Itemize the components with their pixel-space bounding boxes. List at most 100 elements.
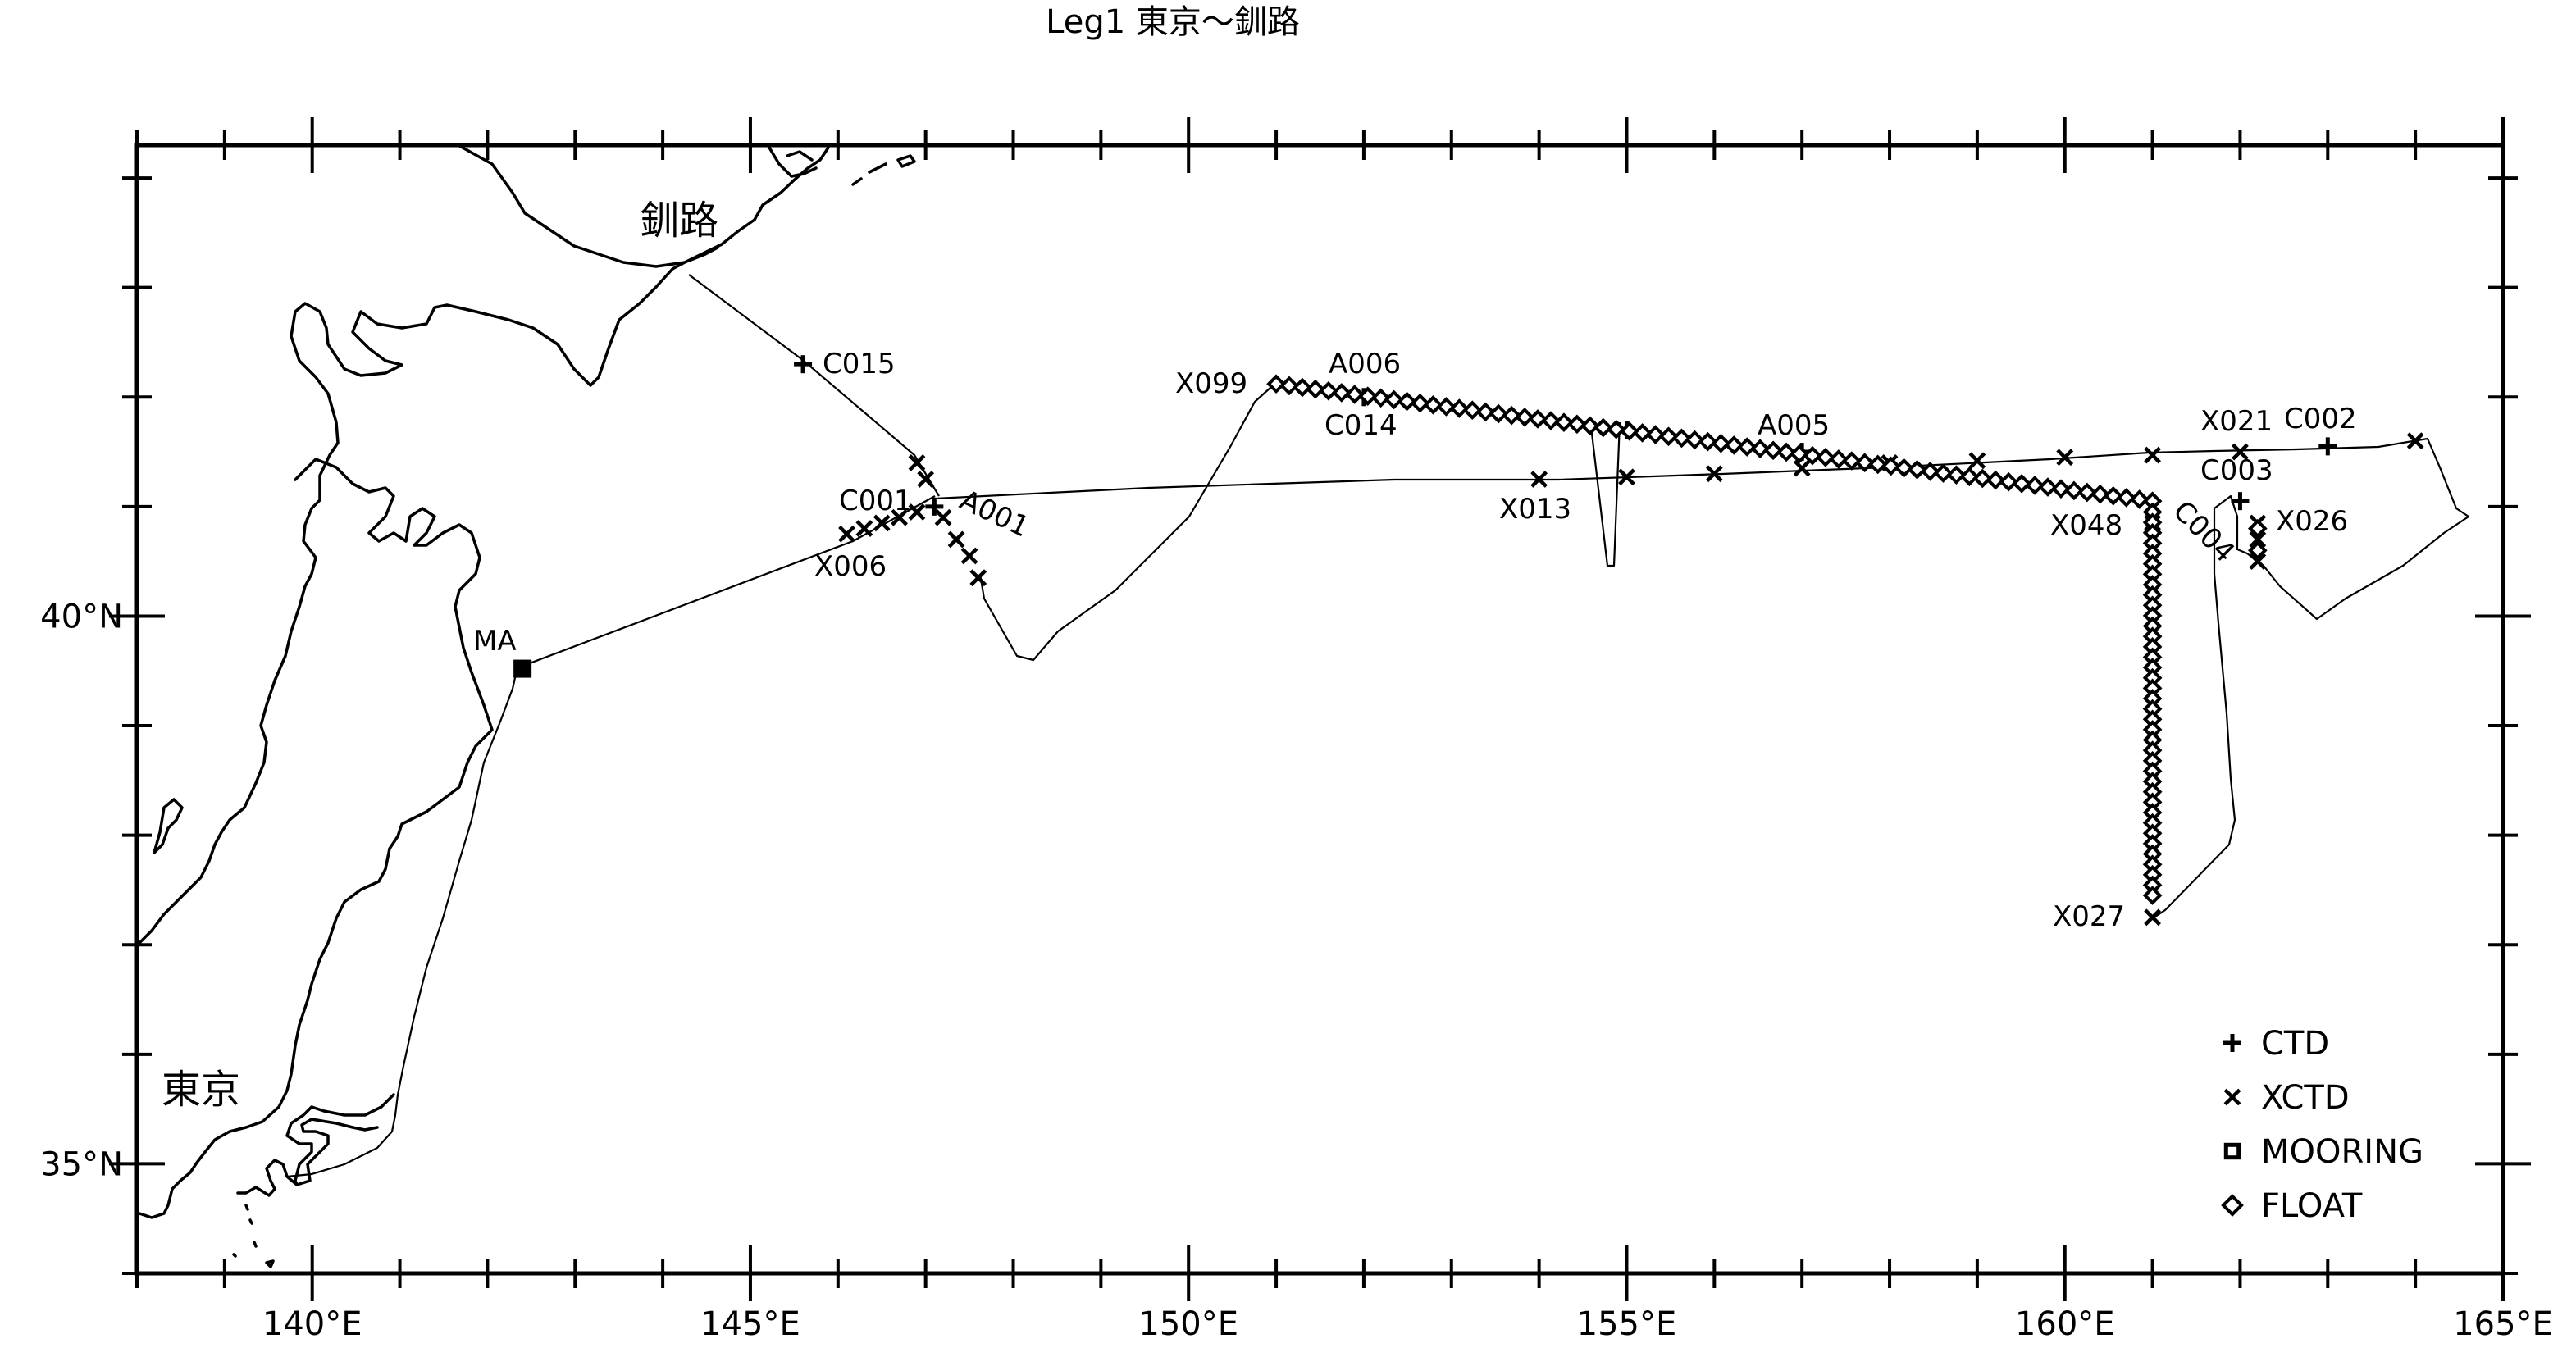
x-tick-label: 160°E xyxy=(2015,1305,2115,1343)
xctd-marker xyxy=(2223,1088,2241,1106)
y-tick-label: 35°N xyxy=(40,1145,123,1183)
xctd-marker xyxy=(1618,468,1635,486)
float-marker xyxy=(1515,407,1534,427)
station-label: X027 xyxy=(2053,900,2125,933)
xctd-marker-b xyxy=(960,547,978,565)
xctd-marker xyxy=(2056,449,2074,467)
kanto-coastline xyxy=(236,1093,395,1197)
xctd-marker xyxy=(1705,465,1723,483)
float-marker xyxy=(1370,388,1391,408)
ctd-marker xyxy=(2231,492,2250,511)
float-marker xyxy=(1776,442,1796,462)
xctd-marker xyxy=(873,514,891,532)
legend-label: XCTD xyxy=(2261,1079,2350,1117)
float-marker xyxy=(1803,445,1822,466)
float-marker xyxy=(1410,393,1430,413)
xctd-marker-b xyxy=(891,508,909,526)
ctd-marker xyxy=(925,497,944,516)
legend-label: MOORING xyxy=(2261,1133,2423,1171)
float-marker xyxy=(2116,488,2136,508)
float-marker xyxy=(2051,479,2071,499)
station-markers xyxy=(513,355,2424,927)
float-marker xyxy=(1489,403,1509,424)
float-marker xyxy=(1266,374,1286,394)
float-marker xyxy=(1790,444,1809,464)
station-label: MA xyxy=(473,625,517,658)
xctd-marker xyxy=(917,471,935,488)
float-marker xyxy=(1475,402,1496,422)
xctd-marker xyxy=(891,508,909,526)
sado-island xyxy=(153,798,184,854)
float-marker xyxy=(2247,540,2268,561)
track-east-loop xyxy=(2152,494,2469,919)
station-labels: C015 C001 A001 X006 MA X099 A006 C014 X0… xyxy=(473,348,2357,933)
xctd-marker xyxy=(2144,446,2161,464)
xctd-marker-b xyxy=(908,454,926,471)
x-tick-label: 145°E xyxy=(700,1305,800,1343)
legend-item-ctd: CTD xyxy=(2223,1025,2329,1063)
x-tick-label: 150°E xyxy=(1138,1305,1238,1343)
xctd-marker-b xyxy=(934,508,952,526)
xctd-marker xyxy=(2406,432,2424,450)
track-tokyo-to-ma xyxy=(286,670,518,1178)
xctd-marker-b xyxy=(2249,553,2267,571)
float-marker xyxy=(1344,385,1365,404)
xctd-marker xyxy=(908,503,926,521)
float-marker xyxy=(1894,458,1914,478)
float-marker xyxy=(1724,435,1744,455)
coastlines xyxy=(138,145,916,1268)
xctd-marker-b xyxy=(1530,471,1548,488)
float-marker xyxy=(1671,428,1692,449)
xctd-marker-b xyxy=(2232,443,2249,461)
xctd-marker xyxy=(2249,553,2267,571)
xctd-marker-b xyxy=(2223,1088,2241,1106)
xctd-marker-b xyxy=(2406,432,2424,450)
xctd-marker-b xyxy=(1968,452,1986,470)
float-marker xyxy=(1750,439,1770,458)
legend-label: CTD xyxy=(2261,1025,2329,1063)
hokkaido-coastline xyxy=(290,145,830,510)
float-marker xyxy=(1907,459,1927,480)
xctd-marker-b xyxy=(2144,908,2161,927)
kuril-islands-coastline xyxy=(766,145,916,186)
float-marker xyxy=(1986,470,2006,490)
honshu-coastline xyxy=(138,458,494,1219)
float-marker xyxy=(1567,414,1587,435)
station-label: X099 xyxy=(1175,367,1247,400)
float-marker xyxy=(1593,417,1613,438)
float-marker xyxy=(1449,398,1470,418)
legend-plus-symbol xyxy=(2223,1034,2241,1052)
float-marker xyxy=(1999,471,2018,492)
station-label: A001 xyxy=(955,484,1034,544)
legend-label: FLOAT xyxy=(2261,1187,2363,1225)
float-marker xyxy=(2129,489,2150,509)
float-marker xyxy=(1658,426,1679,447)
xctd-marker-b xyxy=(873,514,891,532)
xctd-marker xyxy=(2144,908,2161,927)
xctd-marker-b xyxy=(855,520,873,537)
float-marker xyxy=(1306,379,1325,399)
xctd-marker-b xyxy=(2249,530,2267,549)
float-marker xyxy=(1554,412,1574,432)
honshu-west-coastline xyxy=(138,507,317,945)
xctd-marker xyxy=(2232,443,2249,461)
track-kushiro-to-a001 xyxy=(688,274,940,497)
xctd-marker xyxy=(838,525,855,543)
xctd-marker xyxy=(1530,471,1548,488)
float-marker xyxy=(1319,380,1338,401)
float-marker xyxy=(1384,389,1404,410)
float-marker xyxy=(1829,449,1849,469)
station-label: C014 xyxy=(1324,409,1397,442)
station-label: C004 xyxy=(2167,494,2241,569)
xctd-marker xyxy=(1968,452,1986,470)
float-marker xyxy=(1357,386,1378,406)
legend-item-xctd: XCTD xyxy=(2223,1079,2350,1117)
float-marker xyxy=(1711,433,1731,453)
track-dip-155e xyxy=(1589,421,1621,567)
mooring-marker xyxy=(2223,1142,2241,1160)
station-label: A006 xyxy=(1329,348,1401,380)
map-title: Leg1 東京〜釧路 xyxy=(1046,3,1300,41)
float-marker xyxy=(1293,377,1312,398)
xctd-marker-b xyxy=(969,569,987,587)
float-marker xyxy=(1933,463,1954,483)
